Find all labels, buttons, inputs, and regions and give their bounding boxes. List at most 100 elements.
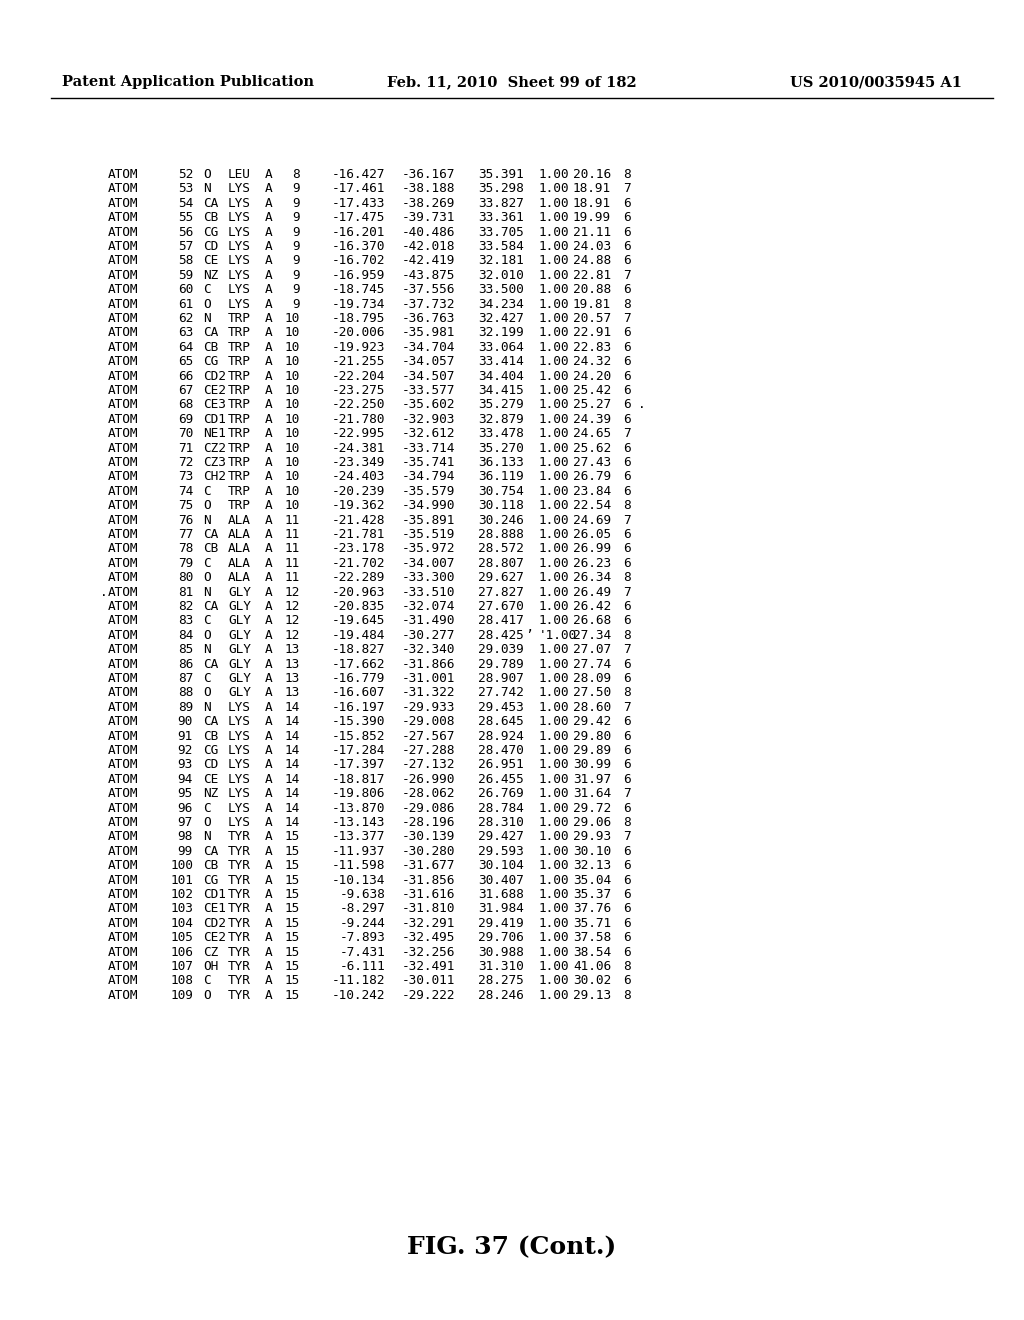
Text: 19.99: 19.99 bbox=[573, 211, 611, 224]
Text: -42.419: -42.419 bbox=[401, 255, 455, 268]
Text: 26.99: 26.99 bbox=[573, 543, 611, 556]
Text: 34.234: 34.234 bbox=[478, 297, 524, 310]
Text: -22.995: -22.995 bbox=[332, 428, 385, 440]
Text: 1.00: 1.00 bbox=[539, 974, 569, 987]
Text: 36.119: 36.119 bbox=[478, 470, 524, 483]
Text: ATOM: ATOM bbox=[108, 772, 138, 785]
Text: 1.00: 1.00 bbox=[539, 917, 569, 929]
Text: A: A bbox=[265, 816, 272, 829]
Text: 30.10: 30.10 bbox=[573, 845, 611, 858]
Text: A: A bbox=[265, 284, 272, 296]
Text: A: A bbox=[265, 370, 272, 383]
Text: 26.49: 26.49 bbox=[573, 586, 611, 598]
Text: 31.310: 31.310 bbox=[478, 960, 524, 973]
Text: -35.579: -35.579 bbox=[401, 484, 455, 498]
Text: 30.104: 30.104 bbox=[478, 859, 524, 873]
Text: -16.779: -16.779 bbox=[332, 672, 385, 685]
Text: 65: 65 bbox=[178, 355, 193, 368]
Text: 93: 93 bbox=[178, 759, 193, 771]
Text: ATOM: ATOM bbox=[108, 628, 138, 642]
Text: N: N bbox=[203, 513, 211, 527]
Text: 1.00: 1.00 bbox=[539, 168, 569, 181]
Text: ATOM: ATOM bbox=[108, 269, 138, 281]
Text: CA: CA bbox=[203, 197, 218, 210]
Text: A: A bbox=[265, 341, 272, 354]
Text: ATOM: ATOM bbox=[108, 341, 138, 354]
Text: 27.43: 27.43 bbox=[573, 455, 611, 469]
Text: 28.924: 28.924 bbox=[478, 730, 524, 743]
Text: A: A bbox=[265, 730, 272, 743]
Text: -15.852: -15.852 bbox=[332, 730, 385, 743]
Text: 8: 8 bbox=[623, 960, 631, 973]
Text: CZ2: CZ2 bbox=[203, 442, 226, 454]
Text: TYR: TYR bbox=[228, 874, 251, 887]
Text: CE1: CE1 bbox=[203, 903, 226, 915]
Text: N: N bbox=[203, 586, 211, 598]
Text: LYS: LYS bbox=[228, 269, 251, 281]
Text: 109: 109 bbox=[170, 989, 193, 1002]
Text: CD2: CD2 bbox=[203, 370, 226, 383]
Text: 1.00: 1.00 bbox=[539, 715, 569, 729]
Text: NZ: NZ bbox=[203, 269, 218, 281]
Text: LYS: LYS bbox=[228, 730, 251, 743]
Text: 27.34: 27.34 bbox=[573, 628, 611, 642]
Text: 1.00: 1.00 bbox=[539, 269, 569, 281]
Text: -34.990: -34.990 bbox=[401, 499, 455, 512]
Text: A: A bbox=[265, 672, 272, 685]
Text: 107: 107 bbox=[170, 960, 193, 973]
Text: CD: CD bbox=[203, 759, 218, 771]
Text: O: O bbox=[203, 816, 211, 829]
Text: 97: 97 bbox=[178, 816, 193, 829]
Text: 88: 88 bbox=[178, 686, 193, 700]
Text: O: O bbox=[203, 686, 211, 700]
Text: -35.741: -35.741 bbox=[401, 455, 455, 469]
Text: 6: 6 bbox=[623, 384, 631, 397]
Text: 6: 6 bbox=[623, 672, 631, 685]
Text: -35.972: -35.972 bbox=[401, 543, 455, 556]
Text: 33.705: 33.705 bbox=[478, 226, 524, 239]
Text: 86: 86 bbox=[178, 657, 193, 671]
Text: 60: 60 bbox=[178, 284, 193, 296]
Text: 104: 104 bbox=[170, 917, 193, 929]
Text: 11: 11 bbox=[285, 543, 300, 556]
Text: LYS: LYS bbox=[228, 211, 251, 224]
Text: 94: 94 bbox=[178, 772, 193, 785]
Text: 1.00: 1.00 bbox=[539, 730, 569, 743]
Text: LYS: LYS bbox=[228, 284, 251, 296]
Text: ATOM: ATOM bbox=[108, 168, 138, 181]
Text: A: A bbox=[265, 513, 272, 527]
Text: 6: 6 bbox=[623, 888, 631, 902]
Text: 28.09: 28.09 bbox=[573, 672, 611, 685]
Text: CB: CB bbox=[203, 341, 218, 354]
Text: ATOM: ATOM bbox=[108, 499, 138, 512]
Text: -29.008: -29.008 bbox=[401, 715, 455, 729]
Text: 30.407: 30.407 bbox=[478, 874, 524, 887]
Text: 26.23: 26.23 bbox=[573, 557, 611, 570]
Text: 20.16: 20.16 bbox=[573, 168, 611, 181]
Text: 13: 13 bbox=[285, 672, 300, 685]
Text: ʼ: ʼ bbox=[525, 628, 532, 642]
Text: 62: 62 bbox=[178, 312, 193, 325]
Text: 10: 10 bbox=[285, 499, 300, 512]
Text: LYS: LYS bbox=[228, 801, 251, 814]
Text: 1.00: 1.00 bbox=[539, 845, 569, 858]
Text: 6: 6 bbox=[623, 917, 631, 929]
Text: 6: 6 bbox=[623, 657, 631, 671]
Text: 100: 100 bbox=[170, 859, 193, 873]
Text: O: O bbox=[203, 572, 211, 585]
Text: 7: 7 bbox=[623, 586, 631, 598]
Text: N: N bbox=[203, 830, 211, 843]
Text: 37.76: 37.76 bbox=[573, 903, 611, 915]
Text: -38.269: -38.269 bbox=[401, 197, 455, 210]
Text: 29.80: 29.80 bbox=[573, 730, 611, 743]
Text: LYS: LYS bbox=[228, 182, 251, 195]
Text: GLY: GLY bbox=[228, 686, 251, 700]
Text: A: A bbox=[265, 859, 272, 873]
Text: 1.00: 1.00 bbox=[539, 543, 569, 556]
Text: 14: 14 bbox=[285, 744, 300, 756]
Text: GLY: GLY bbox=[228, 657, 251, 671]
Text: 26.79: 26.79 bbox=[573, 470, 611, 483]
Text: 7: 7 bbox=[623, 513, 631, 527]
Text: 58: 58 bbox=[178, 255, 193, 268]
Text: ATOM: ATOM bbox=[108, 701, 138, 714]
